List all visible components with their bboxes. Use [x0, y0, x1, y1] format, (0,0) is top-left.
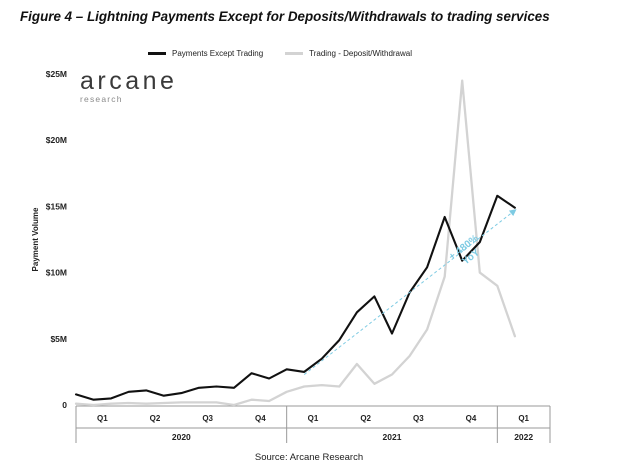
quarter-label-2: Q3	[202, 414, 213, 423]
quarter-label-1: Q2	[150, 414, 161, 423]
year-label-1: 2021	[383, 432, 402, 442]
source-note: Source: Arcane Research	[254, 452, 364, 463]
y-axis-label: Payment Volume	[31, 207, 40, 271]
legend-item-trading: Trading - Deposit/Withdrawal	[285, 49, 412, 58]
legend-label-payments: Payments Except Trading	[172, 48, 264, 58]
year-label-2: 2022	[514, 432, 533, 442]
legend-swatch-trading	[285, 51, 304, 55]
series-line-payments	[74, 194, 516, 401]
quarter-label-5: Q2	[360, 414, 371, 423]
quarter-label-0: Q1	[97, 414, 108, 423]
y-tick-label-5: $25M	[46, 69, 67, 79]
y-tick-label-1: $5M	[50, 334, 67, 344]
y-tick-label-0: 0	[62, 400, 67, 410]
quarter-label-6: Q3	[413, 414, 424, 423]
quarter-label-8: Q1	[518, 414, 529, 423]
arcane-research-logo: arcane research	[80, 68, 177, 104]
trend-arrow	[303, 209, 517, 375]
quarter-label-4: Q1	[308, 414, 319, 423]
legend-label-trading: Trading - Deposit/Withdrawal	[309, 48, 413, 58]
y-tick-label-4: $20M	[46, 135, 67, 145]
brand-name: arcane	[80, 67, 178, 95]
brand-subtitle: research	[80, 94, 123, 104]
y-tick-label-2: $10M	[46, 268, 67, 278]
legend-item-payments: Payments Except Trading	[148, 49, 263, 58]
y-tick-label-3: $15M	[46, 201, 67, 211]
line-chart: 0 $5M $10M $15M $20M $25M Payment Volume 2020 20…	[31, 69, 551, 443]
legend-swatch-payments	[148, 51, 166, 55]
figure-title: Figure 4 – Lightning Payments Except for…	[20, 9, 550, 24]
series-line-trading	[74, 79, 517, 407]
quarter-label-7: Q4	[466, 414, 477, 423]
quarter-label-3: Q4	[255, 414, 266, 423]
chart-legend: Payments Except Trading Trading - Deposi…	[148, 46, 434, 60]
year-label-0: 2020	[172, 432, 191, 442]
